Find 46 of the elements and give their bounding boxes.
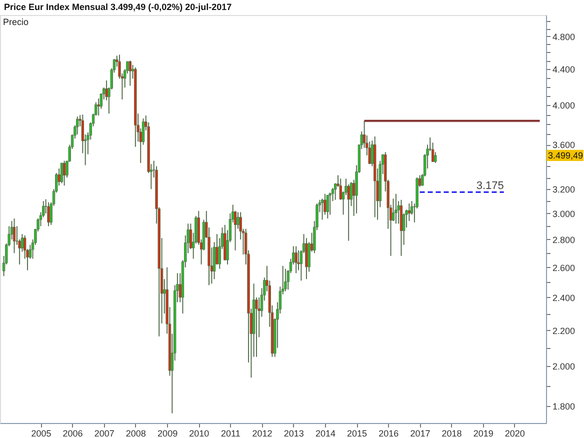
- x-tick-label: 2005: [31, 428, 52, 438]
- annotation: 3.175: [476, 180, 504, 192]
- x-tick-label: 2020: [504, 428, 525, 438]
- candlestick: [305, 238, 308, 280]
- candlestick: [76, 116, 79, 135]
- candlestick: [12, 218, 16, 254]
- y-tick-label: 2.400: [552, 292, 576, 303]
- y-tick-label: 3.000: [552, 208, 576, 219]
- x-tick-label: 2018: [442, 428, 462, 438]
- y-tick-label: 4.000: [552, 100, 576, 111]
- candlestick: [328, 192, 332, 216]
- x-tick-label: 2007: [94, 428, 114, 438]
- x-tick-label: 2010: [189, 428, 210, 438]
- y-tick-label: 2.600: [552, 262, 576, 273]
- x-tick-label: 2017: [410, 428, 430, 438]
- x-tick-label: 2012: [252, 428, 272, 438]
- annotation: Precio: [3, 17, 29, 27]
- x-tick-label: 2008: [126, 428, 146, 438]
- x-tick-label: 2019: [473, 428, 494, 438]
- candlestick: [326, 194, 329, 219]
- candlestick: [284, 268, 287, 292]
- candlestick: [47, 202, 50, 227]
- candlestick: [294, 246, 298, 274]
- candlestick: [128, 60, 132, 86]
- candlestick: [394, 193, 398, 224]
- y-tick-label: 3.600: [552, 140, 576, 150]
- y-tick-label: 3.200: [552, 184, 576, 195]
- y-tick-label: 4.800: [552, 32, 576, 42]
- candlestick: [60, 162, 64, 184]
- candlestick: [62, 160, 66, 186]
- annotation: 3.499,49: [548, 150, 584, 160]
- y-tick-label: 2.200: [552, 326, 576, 336]
- x-tick-label: 2015: [347, 428, 368, 438]
- x-tick-label: 2013: [284, 428, 304, 438]
- x-tick-label: 2011: [221, 428, 240, 438]
- x-tick-label: 2006: [62, 428, 83, 438]
- x-tick-label: 2009: [158, 428, 178, 438]
- y-tick-label: 1.800: [552, 401, 576, 412]
- y-tick-label: 2.000: [552, 362, 576, 372]
- candlestick: [434, 152, 437, 164]
- candlestick: [320, 198, 324, 220]
- x-tick-label: 2014: [315, 428, 336, 438]
- y-tick-label: 2.800: [552, 234, 576, 245]
- x-tick-label: 2016: [378, 428, 399, 438]
- y-tick-label: 4.400: [552, 64, 576, 75]
- chart-title: Price Eur Index Mensual 3.499,49 (-0,02%) 20-jul-2017: [4, 2, 232, 12]
